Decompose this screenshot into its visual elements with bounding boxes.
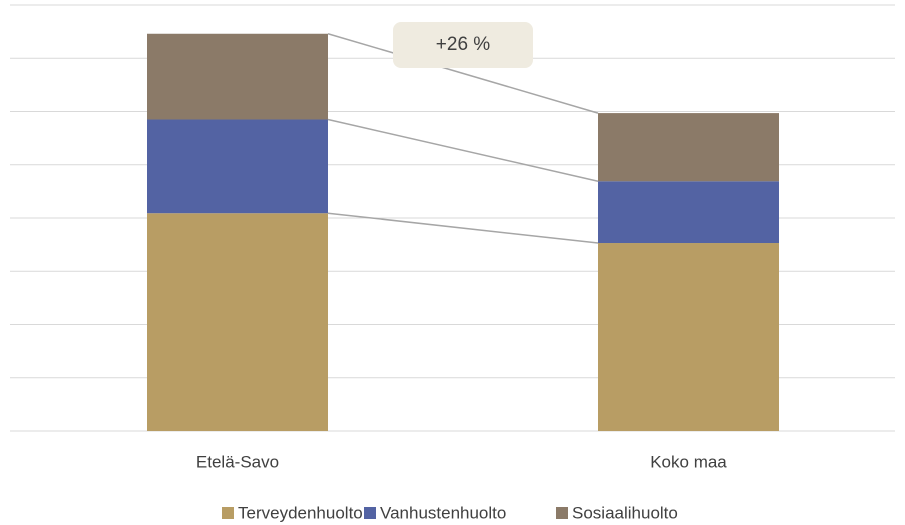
legend-swatch — [556, 507, 568, 519]
connector-line — [327, 33, 599, 114]
bar-segment — [147, 119, 328, 214]
legend-label: Sosiaalihuolto — [572, 503, 678, 522]
bar-segment — [147, 213, 328, 431]
connector-line — [327, 118, 599, 182]
legend-label: Vanhustenhuolto — [380, 503, 506, 522]
x-tick-label: Etelä-Savo — [196, 452, 279, 471]
x-tick-label: Koko maa — [650, 452, 727, 471]
bar-segment — [598, 113, 779, 182]
legend-swatch — [222, 507, 234, 519]
legend-swatch — [364, 507, 376, 519]
annotation: +26 % — [436, 34, 491, 55]
connector-line — [327, 212, 599, 244]
legend-label: Terveydenhuolto — [238, 503, 363, 522]
annotation-box — [393, 22, 533, 68]
bar-segment — [598, 181, 779, 244]
bar-segment — [147, 33, 328, 120]
bar-segment — [598, 243, 779, 431]
